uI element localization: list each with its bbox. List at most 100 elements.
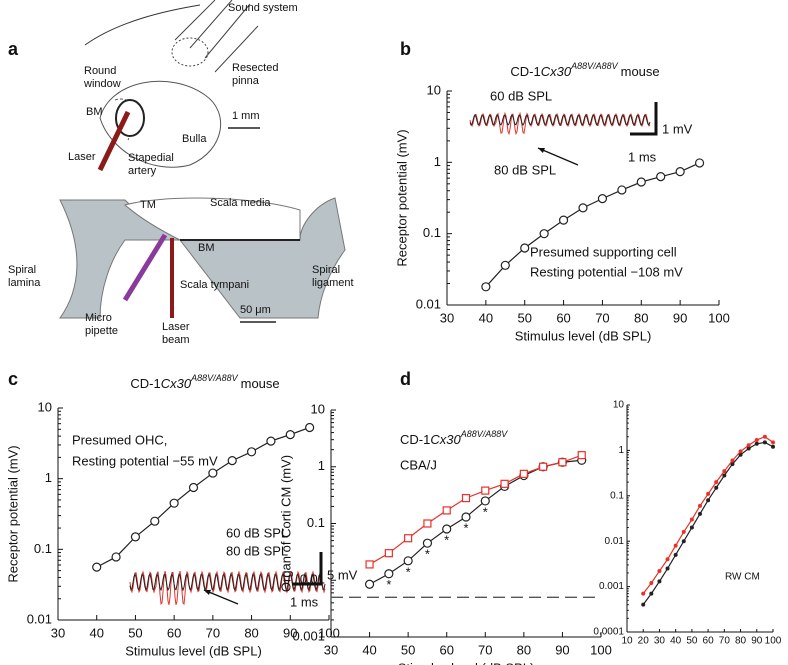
legend-entry: CD-1Cx30A88V/A88V (400, 429, 508, 447)
marker (227, 456, 237, 466)
label: Spiral (312, 264, 340, 276)
marker (730, 462, 735, 467)
x-axis-label: Stimulus level (dB SPL) (125, 643, 262, 658)
marker (404, 534, 413, 543)
marker (746, 443, 751, 448)
note: Resting potential −108 mV (530, 264, 683, 279)
series-line (642, 436, 774, 594)
label: Resected (232, 62, 278, 74)
y-tick-label: 0.1 (307, 515, 325, 530)
marker (665, 557, 670, 562)
marker (689, 517, 694, 522)
title-gene: Cx30 (541, 64, 572, 79)
label: Sound system (228, 2, 298, 14)
marker (738, 452, 743, 457)
scale-label: 5 mV (327, 567, 358, 582)
bulla (99, 80, 221, 168)
x-tick-label: 30 (654, 636, 666, 647)
label: 50 μm (240, 304, 271, 316)
marker (689, 525, 694, 530)
marker (558, 215, 569, 225)
y-tick-label: 0.01 (416, 296, 441, 311)
marker (520, 243, 530, 253)
x-tick-label: 70 (595, 310, 609, 325)
marker (706, 498, 711, 503)
x-tick-label: 80 (517, 642, 531, 657)
marker (577, 451, 586, 460)
marker (423, 519, 432, 528)
y-tick-label: 0.1 (423, 225, 441, 240)
marker (92, 562, 102, 572)
inset-label: RW CM (725, 572, 760, 583)
title-gene: Cx30 (161, 376, 192, 391)
trace-label: 60 dB SPL (490, 88, 552, 103)
marker (722, 469, 727, 474)
panel-label: d (400, 369, 411, 389)
marker (771, 444, 775, 449)
marker (150, 516, 160, 526)
x-axis-label: Stimulus level (dB SPL) (398, 660, 535, 665)
pinna (171, 37, 209, 67)
x-tick-label: 100 (708, 310, 730, 325)
marker (636, 177, 646, 187)
marker (285, 430, 295, 440)
marker (461, 494, 471, 503)
marker (188, 482, 199, 493)
scale-label: 1 mV (662, 121, 693, 136)
marker (754, 437, 759, 442)
panel-label: a (8, 39, 19, 59)
marker (403, 556, 413, 566)
significance-mark: * (406, 564, 411, 579)
marker (673, 552, 678, 557)
organ-of-corti (123, 197, 301, 241)
arrow-head (204, 589, 211, 595)
x-tick-label: 60 (556, 310, 570, 325)
marker (500, 260, 510, 270)
label: pipette (85, 325, 118, 337)
y-axis-label: Receptor potential (mV) (5, 445, 20, 582)
x-tick-label: 50 (517, 310, 531, 325)
label: 1 mm (232, 110, 260, 122)
label: window (83, 78, 121, 90)
x-tick-label: 30 (51, 625, 65, 640)
marker (384, 549, 393, 558)
marker (539, 462, 548, 471)
label: pinna (232, 75, 260, 87)
marker (539, 229, 549, 239)
marker (738, 449, 743, 454)
chart-title: CD-1Cx30A88V/A88V mouse (130, 373, 279, 391)
marker (673, 543, 678, 548)
marker (305, 422, 315, 433)
scale-label: 1 ms (290, 594, 319, 609)
label: beam (162, 334, 190, 346)
title-part: CD-1 (510, 64, 540, 79)
marker (714, 480, 719, 485)
label: BM (198, 242, 215, 254)
marker (694, 158, 705, 168)
waveform-trace (469, 111, 651, 136)
y-tick-label: 0.001 (292, 628, 325, 643)
marker (698, 503, 702, 508)
series-line (369, 459, 582, 585)
marker (641, 602, 646, 607)
y-tick-label: 0.1 (610, 490, 624, 501)
y-tick-label: 10 (38, 399, 52, 414)
scale-bar (630, 102, 658, 136)
legend-gene: Cx30 (430, 432, 461, 447)
x-tick-label: 40 (479, 310, 493, 325)
diagram-panel-a: a Sound system Resected pinna Round wind… (8, 0, 354, 346)
head-outline (84, 4, 201, 46)
marker (130, 532, 141, 542)
marker (597, 194, 608, 204)
x-axis-label: Stimulus level (dB SPL) (515, 328, 652, 343)
marker (558, 458, 567, 467)
marker (481, 282, 491, 292)
marker (481, 486, 490, 495)
trace-label: 80 dB SPL (226, 543, 288, 558)
y-tick-label: 0.1 (34, 541, 52, 556)
significance-mark: * (483, 504, 488, 519)
y-tick-label: 1 (618, 445, 624, 456)
